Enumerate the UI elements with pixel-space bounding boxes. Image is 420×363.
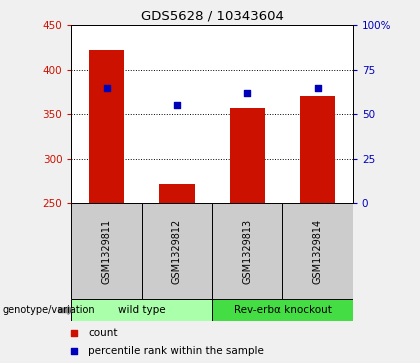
Bar bbox=[212, 203, 282, 299]
Point bbox=[71, 348, 78, 354]
Text: wild type: wild type bbox=[118, 305, 165, 315]
Bar bbox=[89, 50, 124, 203]
Bar bbox=[159, 184, 194, 203]
Bar bbox=[282, 203, 353, 299]
Bar bbox=[212, 299, 353, 321]
Bar bbox=[230, 108, 265, 203]
Text: Rev-erbα knockout: Rev-erbα knockout bbox=[234, 305, 331, 315]
Point bbox=[173, 102, 180, 108]
Title: GDS5628 / 10343604: GDS5628 / 10343604 bbox=[141, 10, 284, 23]
Bar bbox=[71, 299, 212, 321]
Point bbox=[71, 330, 78, 336]
Bar bbox=[142, 203, 212, 299]
Text: GSM1329812: GSM1329812 bbox=[172, 219, 182, 284]
Text: GSM1329813: GSM1329813 bbox=[242, 219, 252, 284]
Text: genotype/variation: genotype/variation bbox=[2, 305, 95, 315]
Text: GSM1329814: GSM1329814 bbox=[312, 219, 323, 284]
Text: GSM1329811: GSM1329811 bbox=[102, 219, 112, 284]
Point bbox=[103, 85, 110, 90]
Point bbox=[244, 90, 251, 96]
Point bbox=[314, 85, 321, 90]
Text: count: count bbox=[88, 328, 118, 338]
Bar bbox=[71, 203, 142, 299]
Bar bbox=[300, 96, 335, 203]
Text: percentile rank within the sample: percentile rank within the sample bbox=[88, 346, 264, 356]
